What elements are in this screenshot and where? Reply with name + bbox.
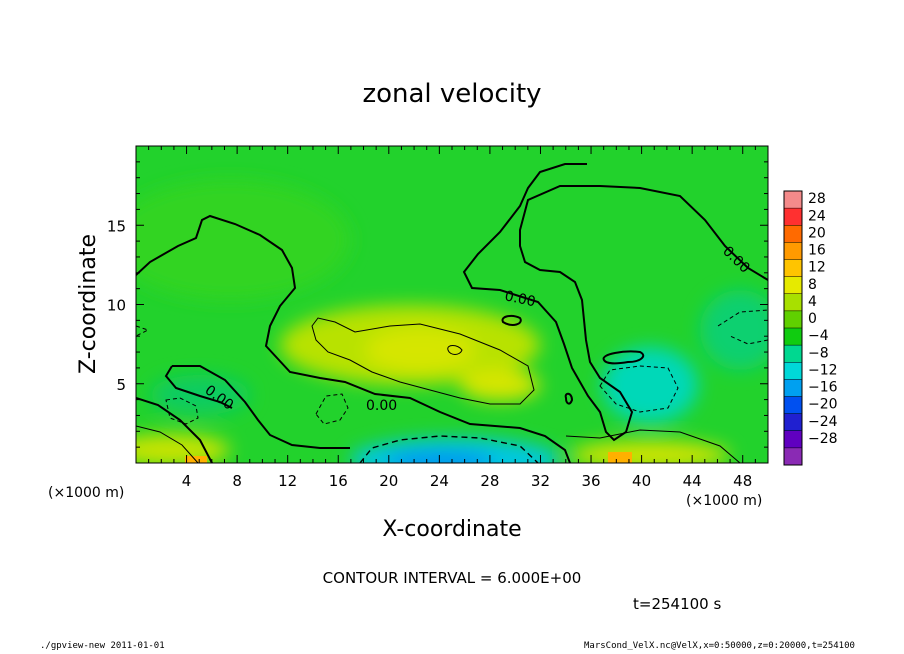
colorbar-label: 4 xyxy=(808,294,817,310)
y-axis-unit: (×1000 m) xyxy=(686,493,762,509)
colorbar-label: 20 xyxy=(808,225,826,241)
region-bottom-right xyxy=(570,441,730,463)
x-tick-label: 16 xyxy=(329,472,348,490)
colorbar-swatch xyxy=(784,293,802,312)
zero-contour-loop-small xyxy=(501,314,522,326)
region-right-cyan xyxy=(602,347,698,423)
colorbar-swatch xyxy=(784,396,802,415)
y-tick-label: 5 xyxy=(116,376,126,394)
colorbar-swatch xyxy=(784,447,802,466)
x-tick-label: 44 xyxy=(683,472,702,490)
region-surface-jet-core xyxy=(385,452,495,463)
zero-contour-loop-left xyxy=(164,365,350,449)
x-tick-label: 48 xyxy=(733,472,752,490)
y-axis-label: Z-coordinate xyxy=(76,234,101,374)
region-upper-left xyxy=(136,180,350,300)
footer-right: MarsCond_VelX.nc@VelX,x=0:50000,z=0:2000… xyxy=(584,641,855,651)
colorbar-label: 16 xyxy=(808,243,826,259)
region-right-core xyxy=(460,369,540,401)
positive-contour-bottom-right xyxy=(565,429,741,463)
y-tick-label: 10 xyxy=(107,297,126,315)
x-tick-label: 28 xyxy=(480,472,499,490)
colorbar-label: −4 xyxy=(808,328,829,344)
x-tick-label: 8 xyxy=(232,472,242,490)
surface-spot-left xyxy=(185,456,207,463)
colorbar-label: 0 xyxy=(808,311,817,327)
contour-lines xyxy=(136,163,768,463)
negative-contour-left-lobe xyxy=(165,397,199,425)
x-tick-label: 32 xyxy=(531,472,550,490)
colorbar-swatch xyxy=(784,362,802,380)
colorbar-label: −8 xyxy=(808,345,829,361)
plot-area: 0.00 0.00 0.00 0.00 xyxy=(136,146,768,463)
positive-contour-mid-small xyxy=(447,345,463,355)
x-tick-label: 36 xyxy=(581,472,600,490)
region-bottom-left xyxy=(136,434,230,463)
x-tick-label: 12 xyxy=(278,472,297,490)
colorbar-swatch xyxy=(784,379,802,397)
x-tick-label: 4 xyxy=(182,472,192,490)
zero-contour-upper-right xyxy=(462,163,768,442)
colorbar-label: 28 xyxy=(808,191,826,207)
colorbar-label: −16 xyxy=(808,380,838,396)
positive-contour-mid xyxy=(311,317,535,405)
colorbar-swatch xyxy=(784,328,802,346)
colorbar-label: −24 xyxy=(808,414,838,430)
colorbar-swatch xyxy=(784,345,802,363)
chart-title: zonal velocity xyxy=(362,79,541,109)
colorbar-swatch xyxy=(784,191,802,209)
colorbar-swatch xyxy=(784,208,802,226)
colorbar-label: −12 xyxy=(808,362,838,378)
zero-contour-lower-left xyxy=(136,397,213,463)
region-mid-core xyxy=(365,328,475,372)
negative-contour-mid-lobe xyxy=(315,393,349,425)
x-tick-label: 40 xyxy=(632,472,651,490)
colorbar-swatch xyxy=(784,310,802,329)
zero-contour-loop-right xyxy=(602,350,645,365)
time-label: t=254100 s xyxy=(633,595,721,613)
contour-label-mid-right: 0.00 xyxy=(503,288,537,310)
x-tick-label: 20 xyxy=(379,472,398,490)
zero-contour-loop-dot xyxy=(564,392,574,405)
x-tick-label: 24 xyxy=(430,472,449,490)
negative-contour-right xyxy=(599,365,679,413)
negative-contour-left-edge xyxy=(136,325,150,337)
colorbar-label: −20 xyxy=(808,397,838,413)
footer-left: ./gpview-new 2011-01-01 xyxy=(40,641,165,651)
positive-contour-bottom-left xyxy=(136,425,199,463)
colorbar-label: −28 xyxy=(808,431,838,447)
colorbar-swatch xyxy=(784,225,802,243)
colorbar-swatch xyxy=(784,276,802,295)
x-axis-unit: (×1000 m) xyxy=(48,485,124,501)
colorbar-swatch xyxy=(784,430,802,449)
colorbar-label: 12 xyxy=(808,260,826,276)
region-right-edge xyxy=(700,290,768,370)
surface-spot-right xyxy=(608,452,632,463)
negative-contour-edge xyxy=(717,309,768,345)
x-axis-label: X-coordinate xyxy=(382,517,521,542)
zero-contour-upper-left xyxy=(136,214,571,463)
contour-interval: CONTOUR INTERVAL = 6.000E+00 xyxy=(323,569,582,587)
colorbar-swatch xyxy=(784,259,802,278)
contour-label-center: 0.00 xyxy=(366,398,397,414)
colorbar-label: 24 xyxy=(808,208,826,224)
colorbar-swatch xyxy=(784,242,802,260)
colorbar-swatch xyxy=(784,413,802,432)
y-tick-label: 15 xyxy=(107,217,126,235)
colorbar-label: 8 xyxy=(808,277,817,293)
